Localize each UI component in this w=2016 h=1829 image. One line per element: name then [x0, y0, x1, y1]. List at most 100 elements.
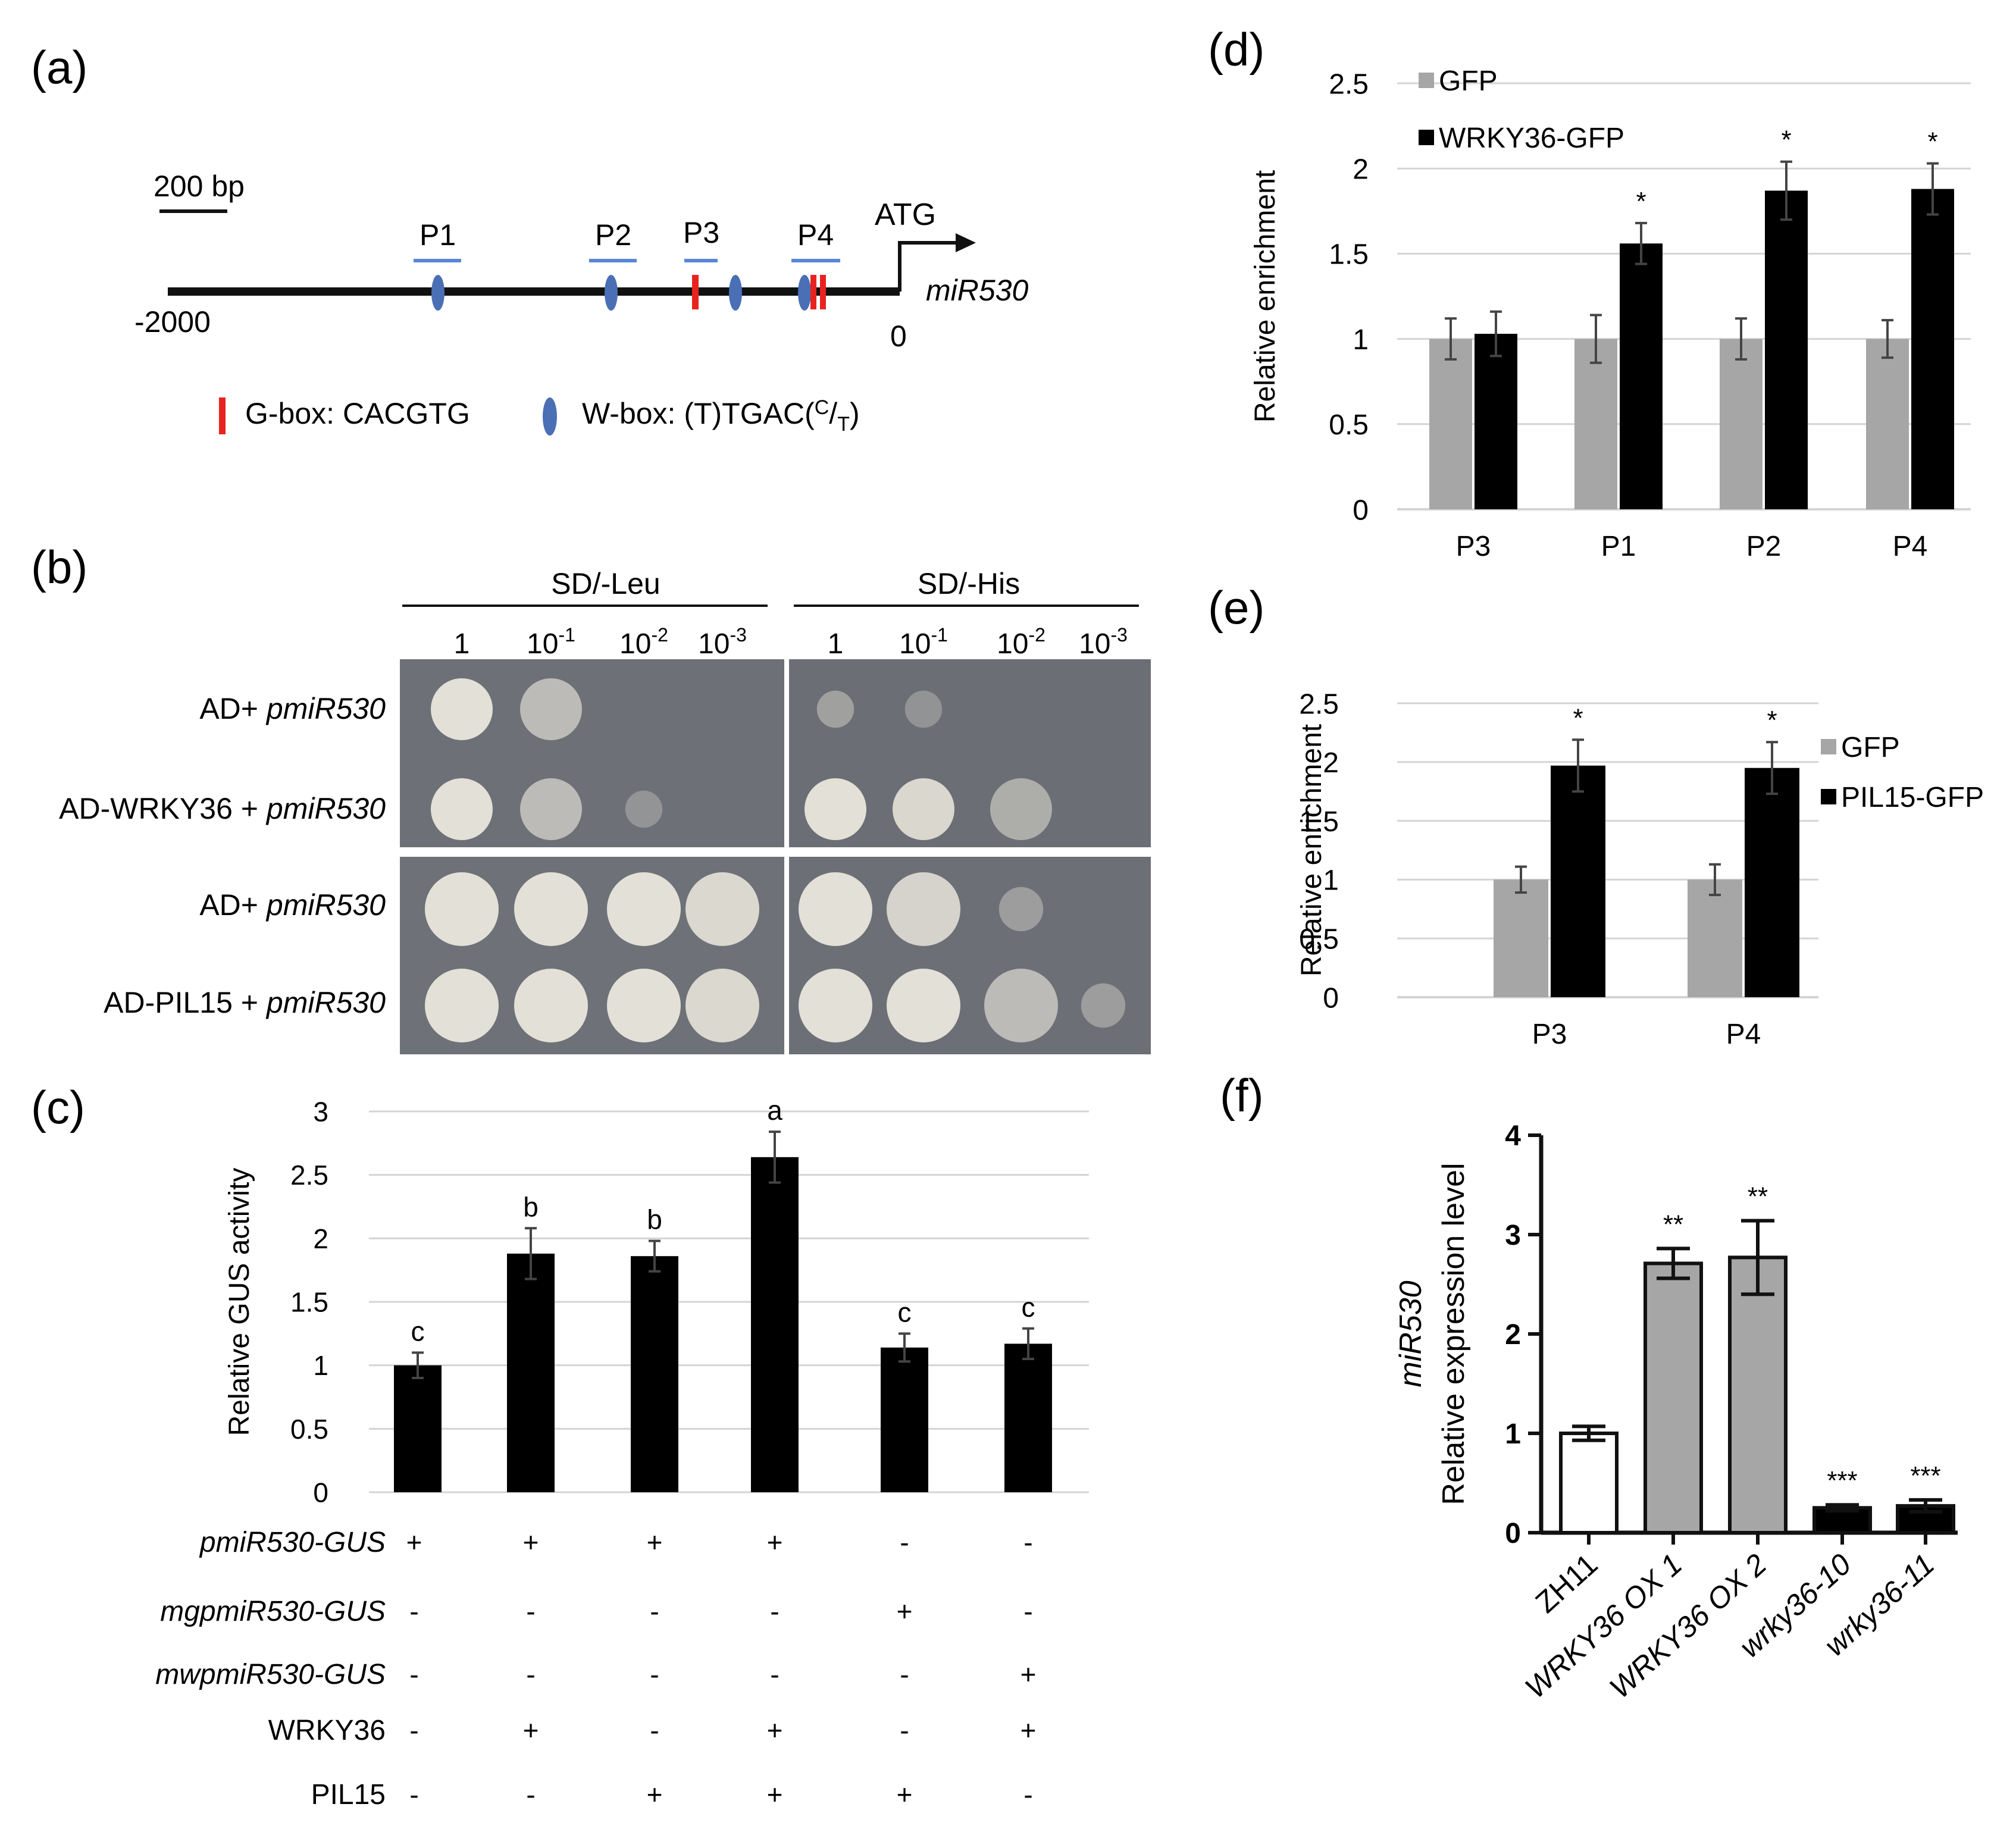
bar-gfp: [1688, 879, 1742, 997]
significance-letter: a: [767, 1095, 782, 1126]
significance-mark: *: [1767, 706, 1777, 735]
probe-p3-label: P3: [683, 216, 719, 249]
construct-cell: -: [526, 1779, 535, 1810]
strain-labels: AD+ pmiR530 AD-WRKY36 + pmiR530 AD+ pmiR53…: [59, 692, 386, 1019]
y-axis-title: Relative enrichment: [1296, 724, 1328, 976]
panel-d: (d) 0 0.5 1 1.5 2 2.5 Relative enrichment P3 * P1…: [1208, 23, 1971, 562]
y-tick-label: 1: [1323, 865, 1339, 897]
w-box-marker: [605, 275, 618, 311]
yeast-spot: [431, 778, 493, 840]
start-coordinate: -2000: [134, 305, 211, 339]
yeast-spot: [685, 969, 759, 1042]
medium-sd-his: SD/-His: [918, 567, 1020, 600]
construct-cell: -: [650, 1659, 659, 1690]
legend-label: GFP: [1841, 732, 1900, 763]
panel-c: (c) 0 0.5 1 1.5 2 2.5 3 Relative GUS activity c b…: [31, 1081, 1089, 1811]
strain-label: AD+ pmiR530: [199, 888, 386, 922]
y-axis-title: Relative GUS activity: [224, 1168, 255, 1436]
yeast-spot: [625, 790, 663, 828]
construct-cell: +: [767, 1715, 783, 1746]
construct-label: mgpmiR530-GUS: [160, 1596, 386, 1627]
significance-mark: *: [1781, 126, 1791, 155]
y-tick-label: 1: [313, 1350, 328, 1381]
yeast-spot: [431, 678, 493, 740]
yeast-spot: [425, 969, 499, 1042]
dilution-label: 10-3: [698, 624, 747, 660]
strain-label: AD-WRKY36 + pmiR530: [59, 792, 386, 825]
yeast-spot: [1081, 983, 1126, 1028]
y-tick-label: 2.5: [1299, 688, 1339, 720]
panel-c-letter: (c): [31, 1081, 85, 1133]
legend-label: GFP: [1439, 65, 1498, 97]
dilution-label: 10-2: [997, 624, 1045, 660]
construct-cell: -: [409, 1779, 418, 1810]
y-tick-label: 0: [1505, 1518, 1521, 1549]
strain-label: AD+ pmiR530: [199, 692, 386, 725]
dilution-label: 10-1: [527, 624, 575, 660]
construct-cell: +: [897, 1779, 913, 1810]
construct-cell: -: [770, 1596, 779, 1627]
legend-swatch: [1419, 130, 1434, 145]
y-tick-label: 1: [1505, 1418, 1521, 1450]
w-box-marker: [729, 275, 742, 311]
significance-mark: *: [1636, 187, 1646, 216]
y-tick-label: 1.5: [1299, 806, 1339, 838]
bar-pil15-gfp: [1551, 765, 1605, 997]
construct-cell: -: [409, 1715, 418, 1746]
legend-swatch: [1419, 73, 1434, 88]
yeast-spot: [799, 872, 872, 946]
yeast-spot: [984, 969, 1058, 1042]
panel-e-letter: (e): [1208, 581, 1264, 634]
y-axis-title: miR530 Relative expression level: [1394, 1163, 1471, 1505]
construct-label: PIL15: [311, 1779, 386, 1811]
construct-table: pmiR530-GUS + + + + - -mgpmiR530-GUS - - - - + -mwpm…: [155, 1527, 1036, 1811]
y-tick-label: 2: [1505, 1319, 1521, 1351]
y-tick-label: 0.5: [1299, 923, 1339, 955]
construct-cell: -: [526, 1596, 535, 1627]
yeast-spot: [520, 778, 582, 840]
panel-a-letter: (a): [31, 41, 87, 93]
significance-mark: ***: [1910, 1461, 1940, 1490]
gene-label: miR530: [926, 274, 1028, 307]
significance-letter: c: [898, 1296, 912, 1327]
pil15-chip-chart: 0 0.5 1 1.5 2 2.5 Relative enrichment * P3 * P4 GFP…: [1296, 688, 1984, 1050]
construct-cell: -: [409, 1596, 418, 1627]
gus-activity-chart: 0 0.5 1 1.5 2 2.5 3 Relative GUS activity c b b a c c: [224, 1095, 1089, 1508]
yeast-spot: [799, 969, 872, 1042]
strain-label: AD-PIL15 + pmiR530: [104, 986, 386, 1019]
construct-cell: +: [523, 1715, 539, 1746]
x-tick-label: P4: [1726, 1019, 1761, 1050]
y-tick-label: 2.5: [1329, 68, 1369, 100]
dilution-label: 1: [454, 628, 470, 660]
yeast-spot: [990, 778, 1052, 840]
x-tick-label: ZH11: [1529, 1548, 1604, 1620]
legend-swatch: [1821, 739, 1836, 754]
significance-letter: b: [523, 1191, 539, 1222]
construct-cell: -: [900, 1715, 909, 1746]
yeast-spot: [685, 872, 759, 946]
dilution-label: 10-2: [619, 624, 668, 660]
x-tick-label: P1: [1601, 531, 1636, 562]
g-box-marker: [820, 275, 826, 309]
bar: [1644, 1261, 1703, 1534]
dilution-label: 10-1: [899, 624, 948, 660]
yeast-spot: [520, 678, 582, 740]
end-coordinate: 0: [890, 320, 907, 353]
bar-pil15-gfp: [1745, 768, 1799, 997]
medium-sd-leu: SD/-Leu: [551, 567, 660, 600]
bar-wrky36-gfp: [1765, 190, 1808, 509]
w-box-legend-label: W-box: (T)TGAC(C/T): [582, 396, 860, 436]
g-box-legend-label: G-box: CACGTG: [245, 397, 470, 430]
yeast-spot: [514, 969, 588, 1042]
dilution-label: 10-3: [1079, 624, 1128, 660]
bar: [1004, 1343, 1052, 1492]
y-tick-label: 2: [313, 1223, 328, 1254]
yeast-spots: [425, 678, 1126, 1042]
significance-mark: ***: [1827, 1466, 1857, 1495]
bar: [507, 1253, 555, 1492]
panel-f-letter: (f): [1220, 1069, 1264, 1122]
construct-cell: -: [1023, 1779, 1032, 1810]
construct-cell: -: [900, 1527, 909, 1558]
probe-p4-label: P4: [797, 218, 834, 252]
wrky36-chip-chart: 0 0.5 1 1.5 2 2.5 Relative enrichment P3 * P1 * P2 *…: [1250, 65, 1971, 562]
